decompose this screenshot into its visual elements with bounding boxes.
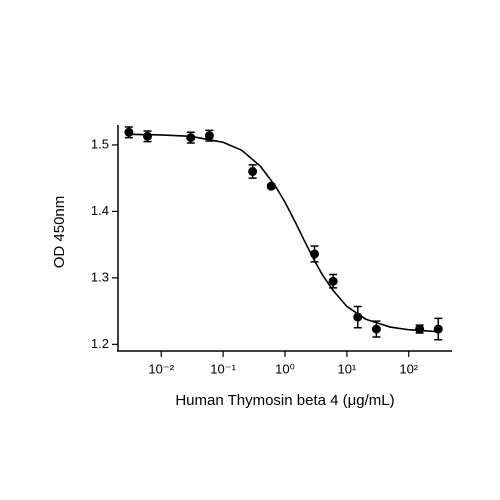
- data-point: [310, 249, 320, 259]
- data-point: [124, 127, 134, 137]
- data-point: [143, 131, 153, 141]
- y-tick-label: 1.5: [91, 136, 109, 151]
- y-tick-label: 1.4: [91, 203, 109, 218]
- data-point: [353, 312, 363, 322]
- y-axis-title: OD 450nm: [51, 196, 68, 269]
- y-tick-label: 1.2: [91, 336, 109, 351]
- y-tick-label: 1.3: [91, 269, 109, 284]
- x-tick-label: 10¹: [337, 361, 356, 376]
- x-axis-title: Human Thymosin beta 4 (μg/mL): [175, 392, 394, 409]
- x-tick-label: 10⁻²: [148, 361, 174, 376]
- fit-curve: [128, 133, 439, 333]
- x-tick-label: 10⁰: [275, 361, 295, 376]
- data-point: [186, 133, 196, 143]
- data-point: [248, 167, 258, 177]
- x-tick-label: 10²: [399, 361, 418, 376]
- data-point: [328, 276, 338, 286]
- x-tick-label: 10⁻¹: [210, 361, 236, 376]
- data-point: [371, 324, 381, 334]
- data-point: [204, 131, 214, 141]
- data-point: [266, 181, 276, 191]
- data-point: [433, 324, 443, 334]
- data-point: [415, 324, 425, 334]
